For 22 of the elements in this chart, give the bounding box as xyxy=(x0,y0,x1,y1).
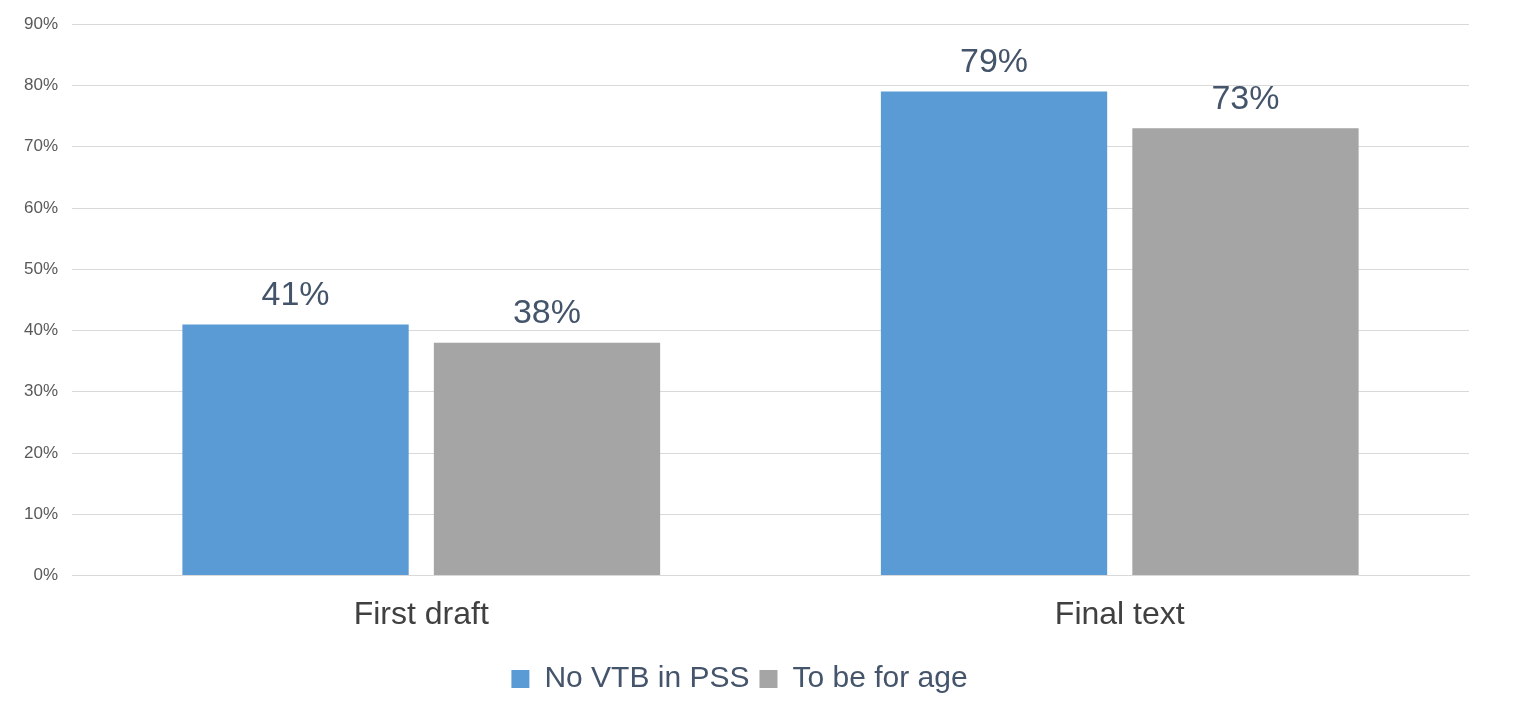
legend-label: No VTB in PSS xyxy=(544,660,750,694)
bar xyxy=(433,342,661,576)
bar xyxy=(182,324,409,576)
y-tick-label: 20% xyxy=(23,442,59,462)
x-tick-label: Final text xyxy=(1054,594,1185,631)
data-label: 73% xyxy=(1211,77,1280,116)
y-tick-label: 30% xyxy=(23,381,59,401)
y-tick-label: 40% xyxy=(23,320,59,340)
y-tick-label: 10% xyxy=(23,504,59,524)
y-tick-label: 0% xyxy=(33,565,59,585)
bar xyxy=(880,91,1108,576)
data-label: 38% xyxy=(512,292,582,331)
y-tick-label: 80% xyxy=(23,75,59,95)
legend-label: To be for age xyxy=(792,660,968,694)
x-tick-label: First draft xyxy=(353,594,489,631)
data-label: 41% xyxy=(261,273,330,312)
y-tick-label: 90% xyxy=(23,13,59,33)
y-tick-label: 50% xyxy=(23,258,59,278)
data-label: 79% xyxy=(960,40,1029,79)
bar xyxy=(1132,128,1359,576)
y-tick-label: 60% xyxy=(23,197,59,217)
y-tick-label: 70% xyxy=(23,136,59,156)
